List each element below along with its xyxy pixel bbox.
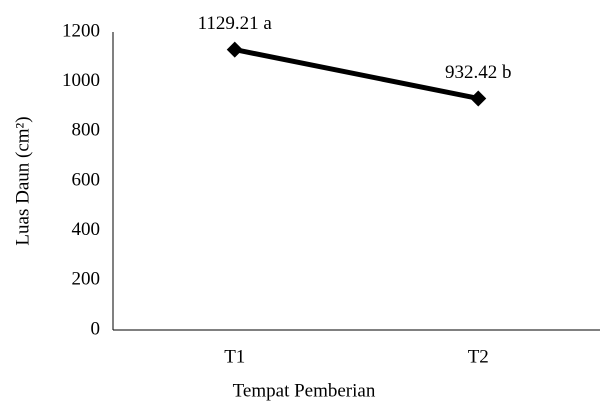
y-axis-label: Luas Daun (cm²) <box>12 116 33 245</box>
y-tick-label: 400 <box>72 219 101 240</box>
data-label: 932.42 b <box>445 62 512 83</box>
marker <box>226 41 243 58</box>
y-tick-label: 800 <box>72 120 101 141</box>
y-tick-label: 0 <box>91 318 101 339</box>
y-tick-label: 1000 <box>62 70 100 91</box>
y-tick-label: 200 <box>72 269 101 290</box>
line <box>234 47 479 101</box>
y-tick-label: 600 <box>72 169 101 190</box>
x-tick-label: T1 <box>224 346 245 367</box>
data-label: 1129.21 a <box>198 13 273 34</box>
marker <box>470 90 487 107</box>
y-tick-label: 1200 <box>62 20 100 41</box>
x-axis-label: Tempat Pemberian <box>233 380 376 401</box>
x-tick-label: T2 <box>468 346 489 367</box>
